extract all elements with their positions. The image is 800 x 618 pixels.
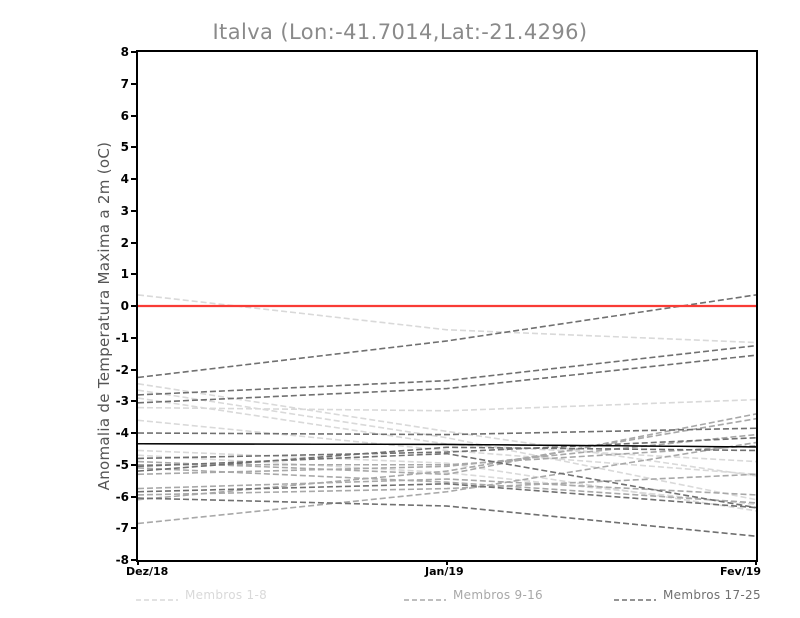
- y-axis-tick-label: 1: [120, 267, 129, 282]
- y-axis-tick-label: -4: [115, 426, 129, 440]
- x-axis-tick-label: Fev/19: [720, 565, 762, 578]
- legend-label: Membros 17-25: [663, 588, 761, 602]
- legend-membros-9-16[interactable]: Membros 9-16: [404, 586, 543, 604]
- series-line: [138, 419, 756, 476]
- y-axis-tick-mark: [131, 146, 136, 149]
- legend-membros-1-8[interactable]: Membros 1-8: [136, 586, 267, 604]
- y-axis-tick-label: 0: [120, 299, 129, 313]
- page-title: Italva (Lon:-41.7014,Lat:-21.4296): [212, 20, 588, 44]
- ensemble-line-plot: [138, 294, 756, 537]
- series-line: [138, 354, 756, 404]
- series-line: [138, 417, 756, 501]
- y-axis-tick-mark: [131, 463, 136, 466]
- series-line: [138, 344, 756, 396]
- y-axis-tick-mark: [131, 178, 136, 180]
- legend-line-swatch: [404, 590, 446, 601]
- y-axis-tick-mark: [131, 305, 136, 307]
- x-axis-tick-label: Dez/18: [126, 565, 169, 578]
- y-axis-tick-mark: [131, 273, 136, 276]
- y-axis-tick-label: -1: [115, 330, 129, 345]
- series-line: [138, 454, 756, 506]
- y-axis-tick-mark: [131, 559, 136, 561]
- x-axis-tick-mark: [755, 560, 757, 565]
- series-line: [138, 397, 756, 463]
- y-axis-tick-label: 6: [120, 108, 129, 123]
- y-axis-tick-label: 4: [120, 172, 129, 186]
- y-axis-tick-label: -5: [115, 457, 129, 472]
- x-axis-tick-label: Jan/19: [425, 565, 464, 578]
- series-line: [138, 482, 756, 509]
- legend-membros-17-25[interactable]: Membros 17-25: [614, 586, 761, 604]
- series-line: [138, 452, 756, 509]
- legend-label: Membros 1-8: [185, 588, 268, 602]
- series-line: [138, 444, 756, 466]
- plot-area: [136, 50, 758, 562]
- y-axis-tick-mark: [131, 495, 136, 498]
- legend-line-swatch: [136, 590, 178, 601]
- series-line: [138, 473, 756, 496]
- x-axis-tick-mark: [137, 560, 139, 565]
- y-axis-tick-label: -8: [115, 553, 129, 567]
- y-axis-tick-label: 2: [120, 235, 129, 250]
- y-axis-tick-label: 3: [120, 203, 129, 218]
- y-axis-tick-label: -2: [115, 362, 129, 377]
- y-axis-tick-mark: [131, 432, 136, 434]
- y-axis-tick-mark: [131, 114, 136, 117]
- series-line: [138, 449, 756, 512]
- y-axis-tick-label: -7: [115, 521, 129, 536]
- y-axis-tick-label: 8: [120, 45, 129, 59]
- y-axis-tick-mark: [131, 241, 136, 244]
- series-line: [138, 441, 756, 525]
- y-axis-tick-mark: [131, 368, 136, 371]
- series-line: [138, 446, 756, 472]
- series-line: [138, 382, 756, 477]
- legend-line-swatch: [614, 590, 656, 601]
- series-line: [138, 294, 756, 379]
- x-axis-tick-mark: [446, 560, 448, 565]
- series-line: [138, 467, 756, 504]
- y-axis-tick-label: -6: [115, 489, 129, 504]
- y-axis-tick-mark: [131, 336, 136, 339]
- y-axis-tick-label: 7: [120, 76, 129, 91]
- series-line: [138, 436, 756, 460]
- y-axis-tick-mark: [131, 82, 136, 85]
- legend-label: Membros 9-16: [453, 588, 543, 602]
- series-line: [138, 294, 756, 344]
- y-axis-tick-mark: [131, 51, 136, 53]
- series-line: [138, 413, 756, 476]
- y-axis-tick-mark: [131, 400, 136, 403]
- series-line: [138, 427, 756, 436]
- ensemble-mean-line: [138, 443, 756, 448]
- y-axis-tick-mark: [131, 527, 136, 530]
- y-axis-tick-label: -3: [115, 394, 129, 409]
- series-line: [138, 433, 756, 476]
- series-line: [138, 497, 756, 537]
- series-line: [138, 398, 756, 412]
- y-axis-tick-mark: [131, 209, 136, 212]
- y-axis-tick-label: 5: [120, 140, 129, 155]
